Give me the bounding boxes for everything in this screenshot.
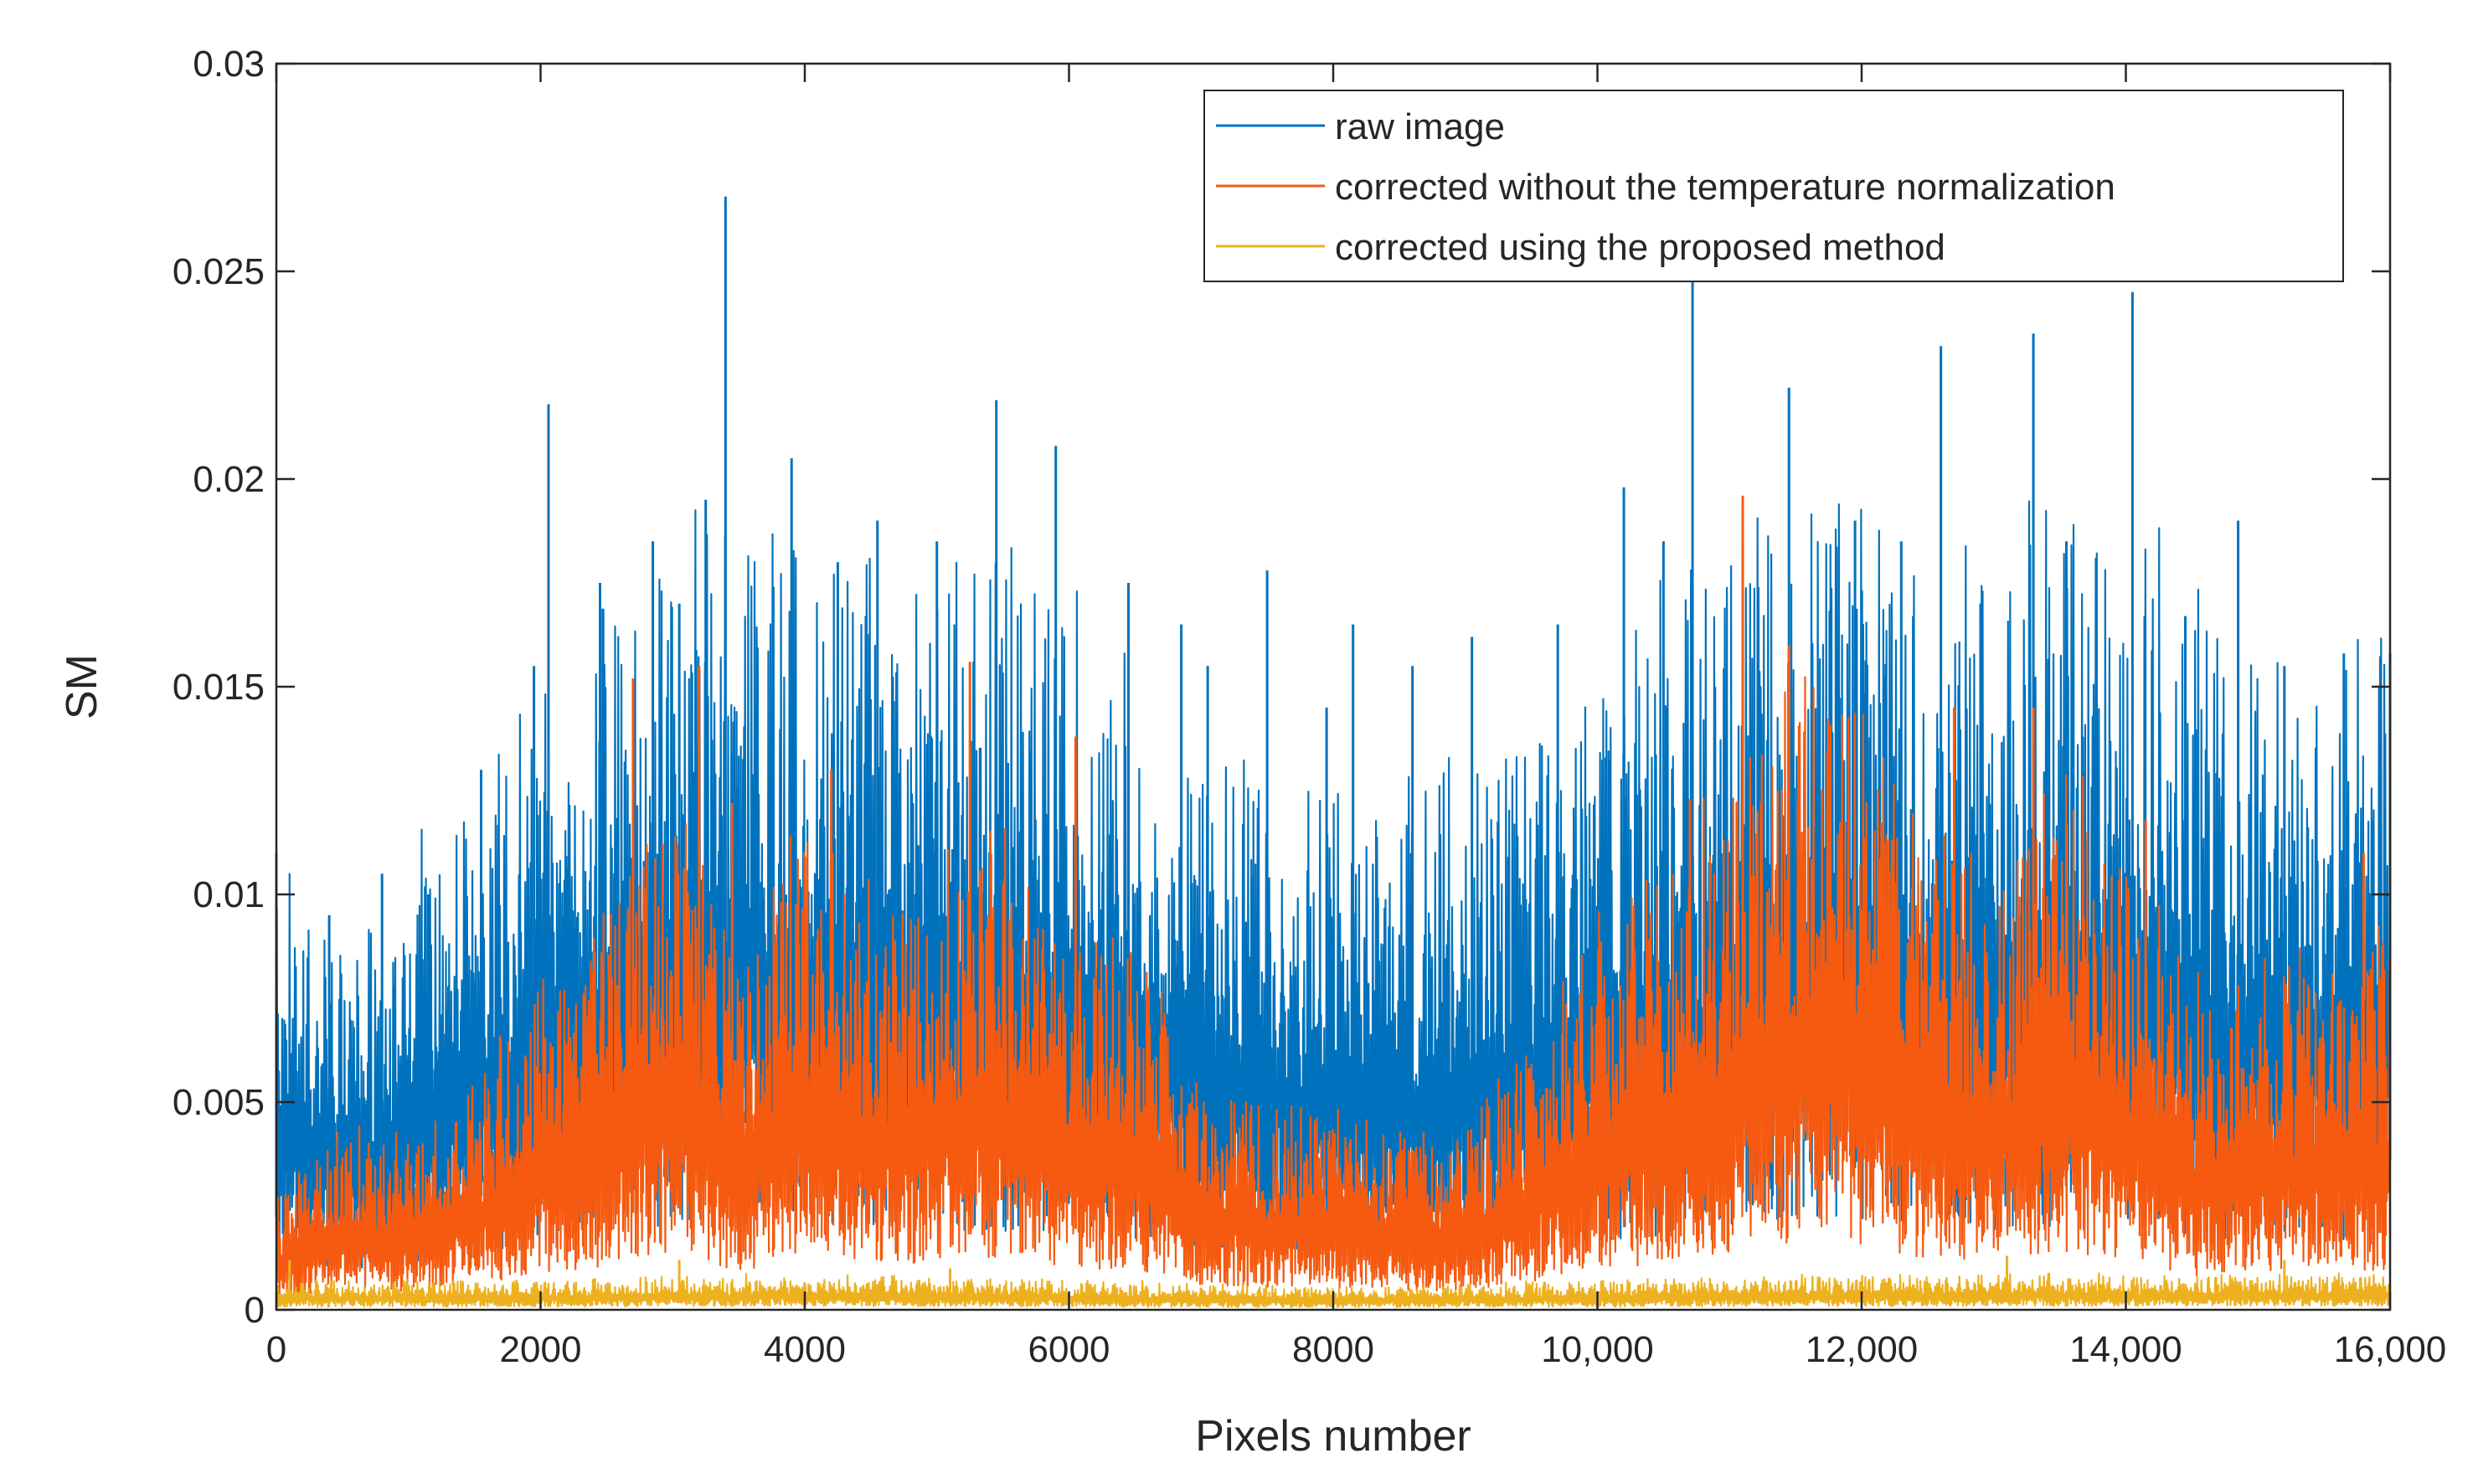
y-tick-label: 0.02 <box>193 459 265 500</box>
x-tick-label: 8000 <box>1292 1329 1374 1370</box>
legend-label-raw-image: raw image <box>1335 106 1505 147</box>
series-1 <box>275 495 2392 1298</box>
y-tick-label: 0.01 <box>193 874 265 915</box>
x-axis-label: Pixels number <box>1195 1412 1471 1461</box>
y-tick-label: 0.005 <box>173 1082 265 1123</box>
series-layer <box>275 196 2392 1308</box>
x-axis: 0 2000 4000 6000 8000 10,000 12,000 14,000 16,00… <box>266 64 2447 1370</box>
x-tick-label: 14,000 <box>2069 1329 2182 1370</box>
series-line-1 <box>275 676 2392 1298</box>
y-tick-label: 0.015 <box>173 667 265 708</box>
y-axis-label: SM <box>58 654 106 719</box>
x-tick-label: 10,000 <box>1541 1329 1654 1370</box>
x-tick-label: 16,000 <box>2334 1329 2447 1370</box>
x-tick-label: 0 <box>266 1329 286 1370</box>
y-tick-label: 0 <box>245 1290 265 1331</box>
legend-label-corrected-without-normalization: corrected without the temperature normal… <box>1335 167 2115 208</box>
legend-label-corrected-proposed-method: corrected using the proposed method <box>1335 227 1945 268</box>
x-tick-label: 12,000 <box>1806 1329 1919 1370</box>
y-tick-label: 0.025 <box>173 251 265 292</box>
x-tick-label: 4000 <box>764 1329 846 1370</box>
legend-box <box>1203 90 2344 282</box>
legend: raw image corrected without the temperat… <box>1203 90 2344 282</box>
y-tick-label: 0.03 <box>193 44 265 85</box>
y-axis: 0 0.005 0.01 0.015 0.02 0.025 0.03 <box>173 44 2390 1331</box>
x-tick-label: 6000 <box>1028 1329 1110 1370</box>
x-tick-label: 2000 <box>500 1329 582 1370</box>
